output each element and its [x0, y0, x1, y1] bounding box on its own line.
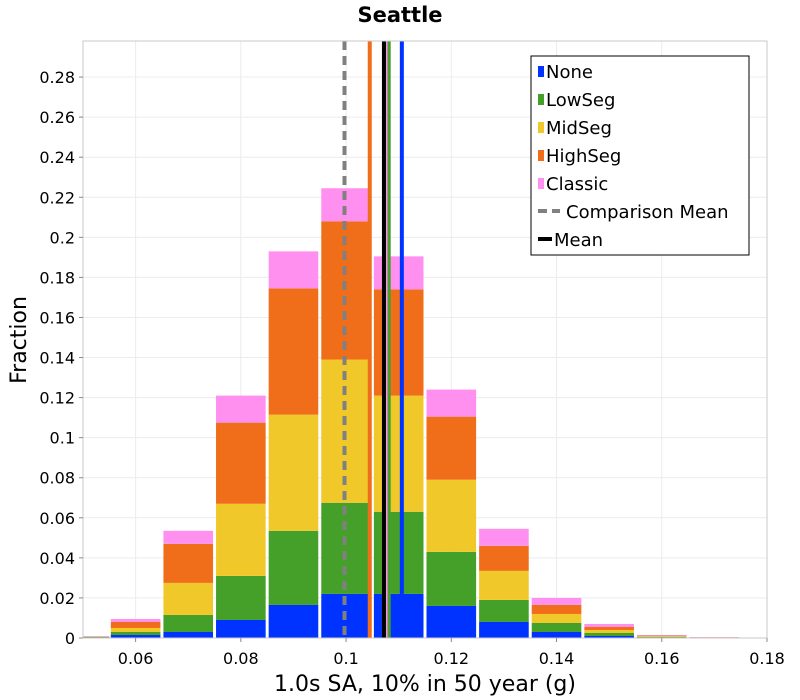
bar-segment-classic — [531, 597, 582, 605]
bar-segment-none — [531, 631, 582, 638]
bar-segment-highseg — [531, 604, 582, 614]
bar-segment-highseg — [584, 626, 634, 630]
y-tick-label: 0.12 — [39, 389, 75, 408]
y-tick-label: 0.08 — [39, 469, 75, 488]
bar-segment-lowseg — [110, 631, 161, 635]
legend-swatch-classic — [538, 178, 544, 189]
bar-segment-midseg — [373, 395, 424, 512]
legend-label: Classic — [546, 174, 608, 195]
bar-segment-highseg — [163, 543, 214, 583]
x-tick-label: 0.06 — [118, 649, 154, 668]
y-tick-label: 0.18 — [39, 268, 75, 287]
bar-segment-classic — [268, 251, 319, 289]
bar-segment-highseg — [479, 545, 529, 571]
bar-segment-classic — [636, 634, 687, 636]
legend-label: Mean — [554, 230, 603, 251]
legend-label: LowSeg — [546, 90, 615, 111]
bar-segment-lowseg — [163, 614, 214, 632]
bar-segment-midseg — [426, 479, 477, 552]
bar-segment-lowseg — [216, 575, 266, 620]
bar-segment-none — [373, 593, 424, 638]
bar-segment-midseg — [636, 636, 687, 637]
x-tick-label: 0.18 — [749, 649, 785, 668]
legend-label: Comparison Mean — [566, 202, 729, 223]
bar-segment-midseg — [216, 503, 266, 576]
legend-swatch-highseg — [538, 150, 544, 161]
bar-segment-midseg — [531, 613, 582, 623]
bar-segment-lowseg — [321, 502, 371, 594]
legend-label: MidSeg — [546, 118, 612, 139]
plot-frame — [82, 40, 768, 639]
y-tick-label: 0.04 — [39, 549, 75, 568]
y-tick-label: 0.14 — [39, 349, 75, 368]
legend-swatch-lowseg — [538, 94, 544, 105]
y-tick-label: 0.16 — [39, 308, 75, 327]
bar-segment-highseg — [636, 635, 687, 637]
bar-segment-lowseg — [531, 622, 582, 632]
legend-box — [530, 55, 750, 256]
bar-segment-none — [584, 635, 634, 638]
bar-segment-edge — [83, 636, 110, 638]
legend-swatch-none — [538, 66, 544, 77]
y-tick-label: 0.06 — [39, 509, 75, 528]
bar-segment-midseg — [163, 582, 214, 615]
bar-segment-classic — [163, 530, 214, 544]
bar-segment-none — [479, 621, 529, 638]
mean-lines — [342, 41, 404, 638]
bar-segment-lowseg — [426, 551, 477, 606]
bar-segment-classic — [373, 256, 424, 290]
bar-segment-midseg — [479, 570, 529, 600]
bar-segment-classic — [584, 623, 634, 627]
y-tick-label: 0.22 — [39, 188, 75, 207]
bar-segment-lowseg — [268, 530, 319, 605]
bar-segment-none — [163, 631, 214, 638]
bar-segment-none — [426, 605, 477, 638]
x-tick-label: 0.12 — [433, 649, 469, 668]
y-axis-ticks: 0 0.02 0.04 0.06 0.08 0.1 0.12 0.14 0.16 0.18 0.2 0… — [39, 68, 83, 648]
x-tick-label: 0.14 — [539, 649, 575, 668]
bar-segment-highseg — [426, 416, 477, 480]
bar-segment-classic — [216, 395, 266, 423]
bar-segment-highseg — [216, 422, 266, 504]
bar-segment-lowseg — [584, 632, 634, 636]
x-tick-label: 0.1 — [333, 649, 358, 668]
bar-segment-midseg — [268, 414, 319, 531]
y-tick-label: 0.24 — [39, 148, 75, 167]
bar-segment-classic — [110, 618, 161, 622]
x-axis-label: 1.0s SA, 10% in 50 year (g) — [274, 672, 576, 697]
bar-segment-classic — [426, 389, 477, 417]
x-tick-label: 0.08 — [223, 649, 259, 668]
bar-segment-none — [110, 634, 161, 638]
legend: None LowSeg MidSeg HighSeg Classic Comparison… — [530, 55, 750, 256]
x-tick-label: 0.16 — [644, 649, 680, 668]
y-tick-label: 0.02 — [39, 589, 75, 608]
legend-label: HighSeg — [546, 146, 621, 167]
y-tick-label: 0.28 — [39, 68, 75, 87]
y-tick-label: 0.26 — [39, 108, 75, 127]
bar-segment-midseg — [584, 629, 634, 633]
y-axis-label: Fraction — [7, 296, 32, 384]
chart-title: Seattle — [357, 3, 442, 27]
y-tick-label: 0.1 — [50, 429, 75, 448]
bar-segment-none — [268, 604, 319, 638]
y-tick-label: 0 — [65, 629, 75, 648]
bar-segment-lowseg — [373, 511, 424, 594]
y-tick-label: 0.2 — [50, 228, 75, 247]
bar-segment-highseg — [110, 621, 161, 628]
bar-segment-none — [216, 619, 266, 638]
bar-segment-lowseg — [479, 599, 529, 622]
bar-segment-midseg — [110, 627, 161, 632]
x-axis-ticks: 0.06 0.08 0.1 0.12 0.14 0.16 0.18 — [118, 638, 785, 668]
bar-segment-highseg — [268, 288, 319, 415]
legend-label: None — [546, 62, 593, 83]
bar-segment-lowseg — [636, 636, 687, 638]
bar-segment-classic — [479, 528, 529, 546]
legend-swatch-midseg — [538, 122, 544, 133]
bar-segment-highseg — [373, 289, 424, 396]
